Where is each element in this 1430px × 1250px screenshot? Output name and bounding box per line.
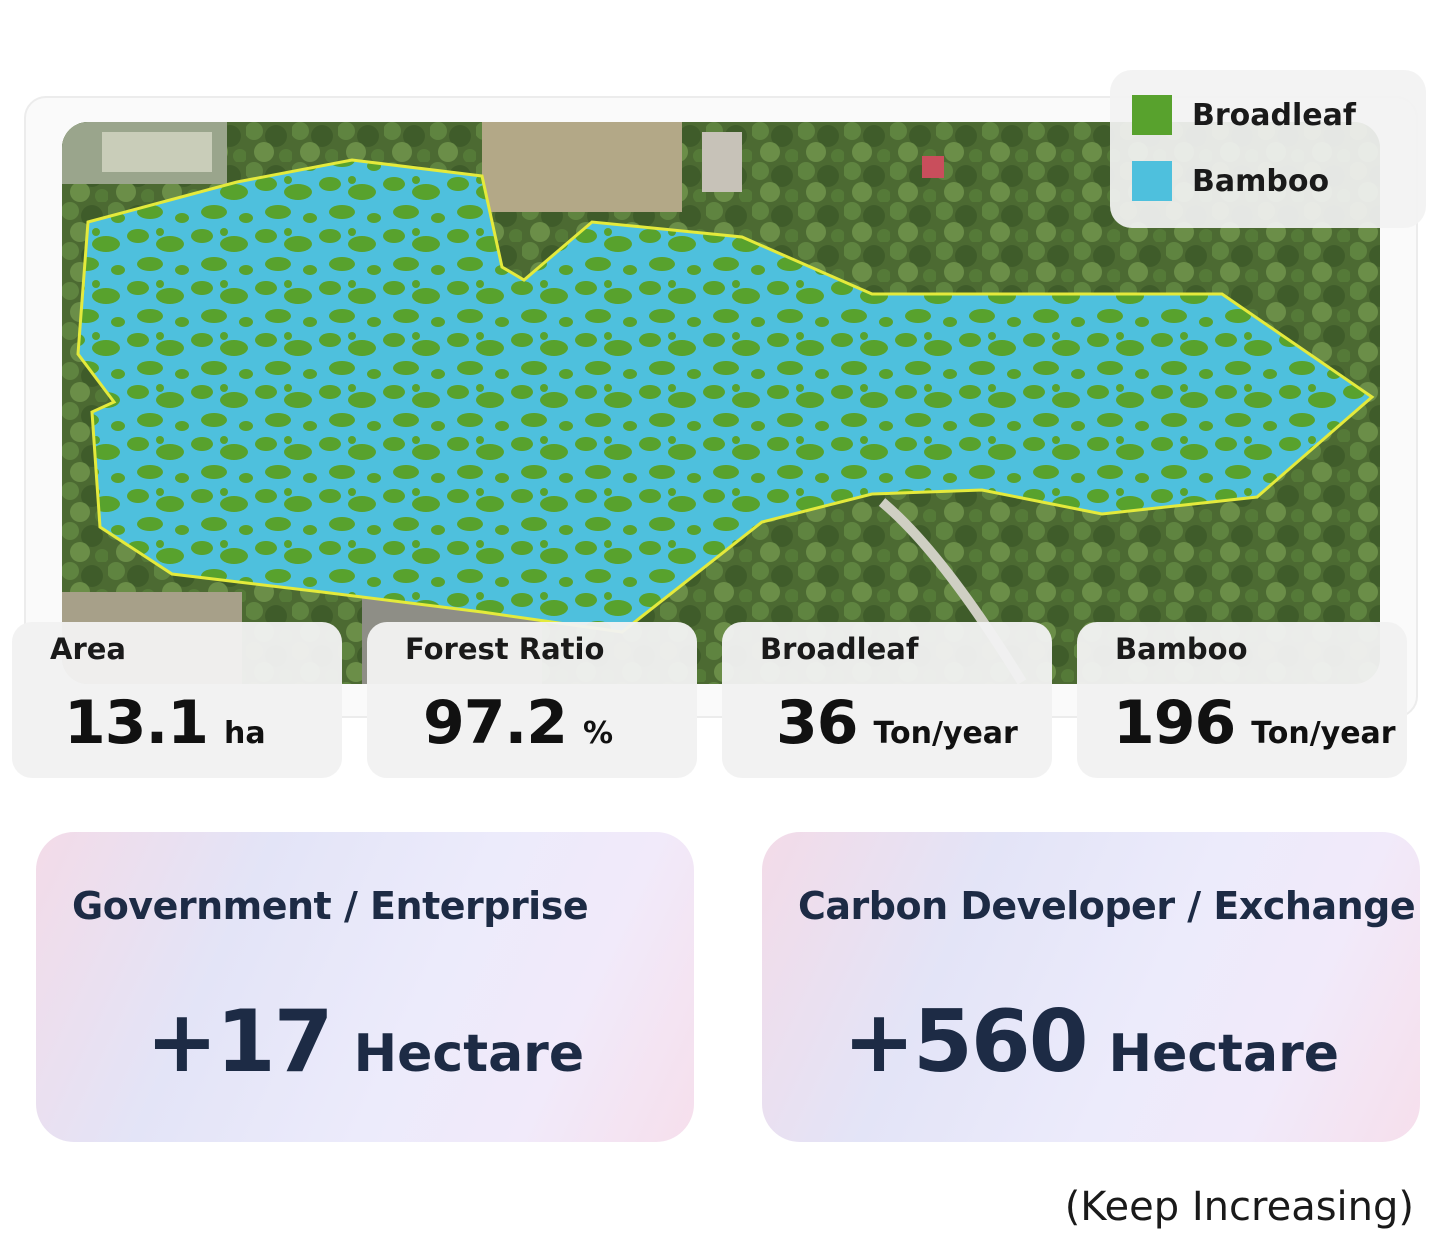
stat-unit: ha [224,716,266,751]
forest-classification-map [62,122,1380,684]
stat-card-area: Area 13.1 ha [12,622,342,778]
stat-value-row: 97.2% [423,688,613,758]
bamboo-swatch [1132,161,1172,201]
broadleaf-swatch [1132,95,1172,135]
stat-card-broadleaf: Broadleaf 36 Ton/year [722,622,1052,778]
map-image [62,122,1380,684]
stat-card-bamboo: Bamboo 196 Ton/year [1077,622,1407,778]
audience-unit: Hectare [1108,1024,1340,1084]
stat-value-row: 36 Ton/year [776,688,1018,758]
stat-value: 13.1 [64,688,209,758]
audience-title: Carbon Developer / Exchange [798,884,1416,928]
stat-card-forest-ratio: Forest Ratio 97.2% [367,622,697,778]
stat-value: 196 [1113,688,1236,758]
map-legend: Broadleaf Bamboo [1110,70,1426,228]
footnote: (Keep Increasing) [1064,1184,1414,1230]
stat-value-row: 13.1 ha [64,688,266,758]
stat-value-row: 196 Ton/year [1113,688,1396,758]
audience-card-government: Government / Enterprise +17 Hectare [36,832,694,1142]
stat-label: Area [50,632,126,666]
stat-unit: Ton/year [1251,716,1396,751]
stat-unit: Ton/year [873,716,1018,751]
audience-value-row: +17 Hectare [36,992,694,1092]
stat-value: 97.2 [423,688,568,758]
legend-item-broadleaf: Broadleaf [1132,94,1356,136]
stat-label: Bamboo [1115,632,1248,666]
audience-title: Government / Enterprise [72,884,589,928]
audience-value: +17 [145,992,334,1092]
stat-label: Forest Ratio [405,632,605,666]
legend-label-broadleaf: Broadleaf [1192,97,1356,133]
stat-label: Broadleaf [760,632,919,666]
audience-value: +560 [842,992,1089,1092]
legend-item-bamboo: Bamboo [1132,160,1329,202]
audience-card-carbon-developer: Carbon Developer / Exchange +560 Hectare [762,832,1420,1142]
audience-unit: Hectare [353,1024,585,1084]
stat-unit: % [583,716,614,751]
stat-value: 36 [776,688,858,758]
audience-value-row: +560 Hectare [762,992,1420,1092]
legend-label-bamboo: Bamboo [1192,163,1330,199]
